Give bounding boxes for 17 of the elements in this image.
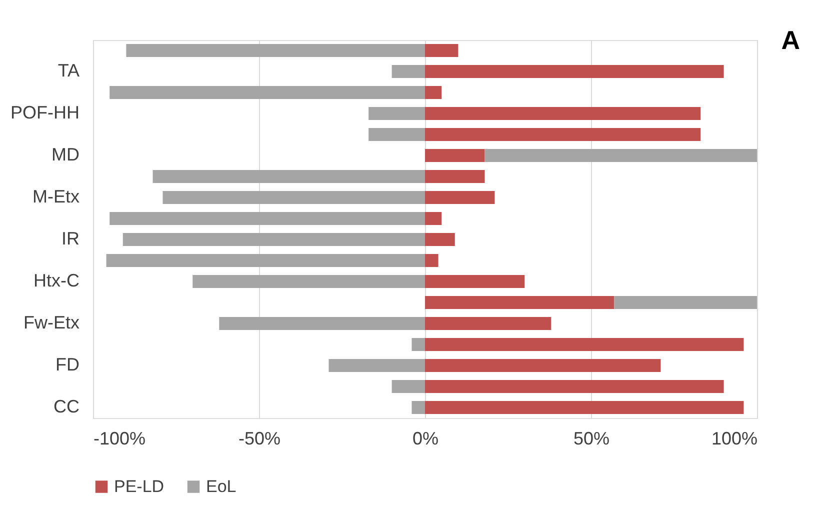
x-tick-label: -50% (238, 428, 281, 448)
y-tick-label: TA (58, 60, 80, 80)
text: A (781, 25, 800, 55)
legend-label: PE-LD (114, 476, 164, 496)
y-tick-label: MD (52, 144, 80, 164)
x-tick-label: 0% (412, 428, 439, 448)
y-tick-label: POF-HH (10, 102, 80, 122)
x-tick-label: 100% (711, 428, 758, 448)
y-tick-label: Fw-Etx (24, 312, 80, 332)
y-tick-label: CC (54, 396, 80, 416)
y-tick-label: FD (56, 354, 80, 374)
y-tick-label: M-Etx (32, 186, 80, 206)
y-tick-label: Htx-C (34, 270, 80, 290)
x-tick-label: -100% (94, 428, 146, 448)
y-tick-label: IR (62, 228, 80, 248)
legend-label: EoL (206, 476, 236, 496)
x-tick-label: 50% (573, 428, 610, 448)
